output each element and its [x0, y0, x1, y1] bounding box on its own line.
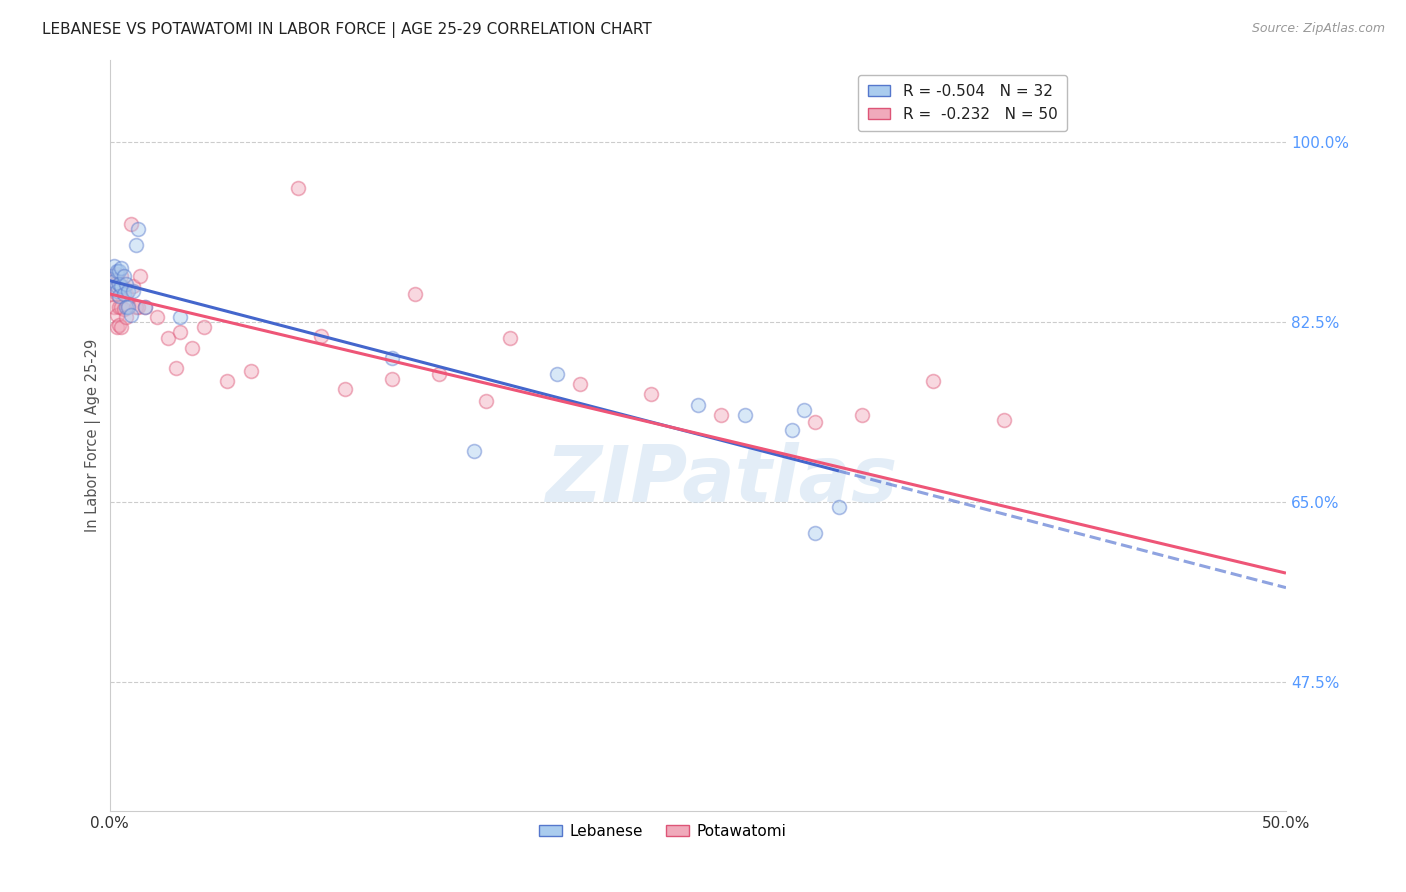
- Point: [105, 267, 128, 281]
- Point: [101, 287, 124, 301]
- Point: [405, 287, 427, 301]
- Point: [922, 374, 945, 388]
- Point: [851, 408, 873, 422]
- Point: [108, 318, 131, 333]
- Point: [427, 367, 450, 381]
- Point: [103, 277, 125, 291]
- Point: [110, 320, 132, 334]
- Point: [115, 310, 138, 324]
- Point: [127, 300, 149, 314]
- Point: [333, 382, 356, 396]
- Point: [181, 341, 204, 355]
- Legend: Lebanese, Potawatomi: Lebanese, Potawatomi: [533, 818, 793, 845]
- Point: [124, 238, 146, 252]
- Point: [110, 279, 132, 293]
- Point: [115, 287, 138, 301]
- Text: ZIPatlas: ZIPatlas: [546, 442, 897, 518]
- Point: [129, 268, 152, 283]
- Point: [115, 300, 138, 314]
- Point: [103, 274, 125, 288]
- Point: [115, 277, 138, 291]
- Point: [122, 279, 145, 293]
- Point: [193, 320, 215, 334]
- Point: [108, 277, 131, 291]
- Point: [117, 285, 139, 299]
- Point: [686, 397, 709, 411]
- Point: [381, 351, 404, 366]
- Point: [134, 300, 156, 314]
- Text: Source: ZipAtlas.com: Source: ZipAtlas.com: [1251, 22, 1385, 36]
- Point: [117, 300, 139, 314]
- Point: [103, 300, 125, 314]
- Point: [287, 181, 309, 195]
- Point: [112, 287, 135, 301]
- Point: [110, 260, 132, 275]
- Point: [734, 408, 756, 422]
- Point: [108, 300, 131, 314]
- Point: [108, 277, 131, 291]
- Point: [169, 326, 191, 340]
- Point: [110, 268, 132, 283]
- Point: [1039, 835, 1062, 849]
- Point: [105, 320, 128, 334]
- Point: [145, 310, 167, 324]
- Point: [165, 361, 187, 376]
- Point: [120, 217, 142, 231]
- Point: [546, 367, 568, 381]
- Point: [122, 285, 145, 299]
- Point: [112, 301, 135, 316]
- Point: [120, 308, 142, 322]
- Point: [108, 289, 131, 303]
- Point: [105, 287, 128, 301]
- Point: [110, 281, 132, 295]
- Point: [217, 374, 239, 388]
- Y-axis label: In Labor Force | Age 25-29: In Labor Force | Age 25-29: [86, 339, 101, 532]
- Point: [117, 298, 139, 312]
- Point: [475, 394, 498, 409]
- Point: [105, 279, 128, 293]
- Point: [780, 423, 803, 437]
- Point: [134, 300, 156, 314]
- Point: [112, 281, 135, 295]
- Point: [311, 328, 333, 343]
- Point: [124, 300, 146, 314]
- Point: [804, 526, 827, 541]
- Point: [828, 500, 851, 515]
- Point: [498, 330, 520, 344]
- Point: [127, 222, 149, 236]
- Point: [169, 310, 191, 324]
- Point: [105, 263, 128, 277]
- Point: [112, 268, 135, 283]
- Point: [110, 300, 132, 314]
- Point: [804, 415, 827, 429]
- Point: [710, 408, 733, 422]
- Point: [793, 402, 815, 417]
- Point: [105, 285, 128, 299]
- Point: [108, 263, 131, 277]
- Point: [463, 443, 485, 458]
- Point: [101, 268, 124, 283]
- Point: [103, 259, 125, 273]
- Point: [993, 413, 1015, 427]
- Point: [101, 268, 124, 283]
- Point: [640, 387, 662, 401]
- Point: [105, 308, 128, 322]
- Point: [239, 363, 262, 377]
- Point: [569, 376, 592, 391]
- Text: LEBANESE VS POTAWATOMI IN LABOR FORCE | AGE 25-29 CORRELATION CHART: LEBANESE VS POTAWATOMI IN LABOR FORCE | …: [42, 22, 652, 38]
- Point: [157, 330, 180, 344]
- Point: [381, 372, 404, 386]
